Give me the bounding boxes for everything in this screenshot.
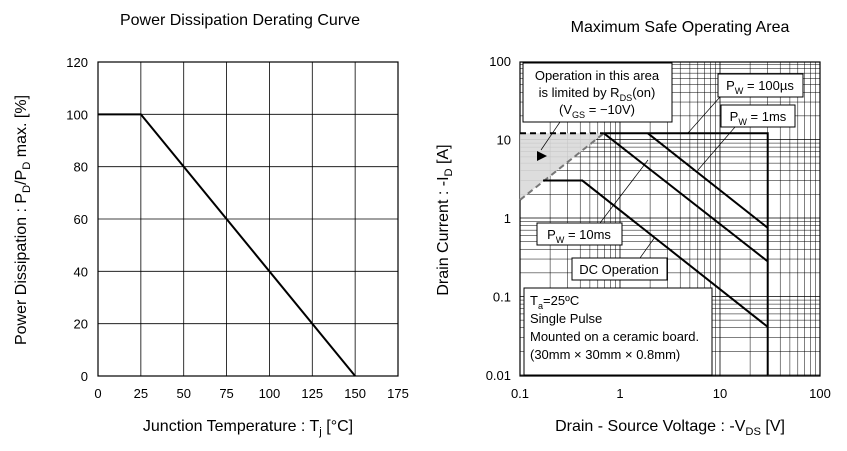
annotation-dc-box <box>571 257 668 281</box>
annotation-pw10ms: PW = 10ms <box>547 227 611 245</box>
annotation-pw1ms: PW = 1ms <box>730 109 787 127</box>
x-tick-label: 0.1 <box>511 386 529 401</box>
x-tick-label: 10 <box>713 386 727 401</box>
y-tick-label: 0.1 <box>493 290 511 305</box>
y-tick-label: 100 <box>489 54 511 69</box>
y-tick-label: 0 <box>81 369 88 384</box>
annotation-conditions-line: (30mm × 30mm × 0.8mm) <box>530 347 680 362</box>
x-tick-label: 1 <box>616 386 623 401</box>
x-tick-label: 175 <box>387 386 409 401</box>
soa-curve-0 <box>519 132 605 201</box>
annotation-conditions-line: Mounted on a ceramic board. <box>530 329 699 344</box>
chart-title-left: Power Dissipation Derating Curve <box>120 12 360 29</box>
annotation-conditions-line: Ta=25ºC <box>530 293 579 311</box>
x-tick-label: 0 <box>94 386 101 401</box>
y-tick-label: 1 <box>504 211 511 226</box>
plot-frame-left <box>97 61 399 377</box>
annotation-pw100us: PW = 100µs <box>726 78 794 96</box>
chart-title-right: Maximum Safe Operating Area <box>571 19 790 36</box>
arrow-icon <box>537 151 547 161</box>
annotation-pw10ms-box <box>536 222 623 246</box>
soa-curve-3 <box>647 132 769 229</box>
x-tick-label: 125 <box>301 386 323 401</box>
x-tick-label: 50 <box>176 386 190 401</box>
y-axis-label-left: Power Dissipation : PD/PD max. [%] <box>13 95 33 345</box>
leader-line <box>540 121 561 151</box>
leader-line <box>697 126 736 171</box>
plot-frame-right <box>519 61 821 377</box>
y-tick-label: 100 <box>66 107 88 122</box>
x-tick-label: 100 <box>259 386 281 401</box>
y-axis-label-right: Drain Current : -ID [A] <box>435 144 455 295</box>
annotation-pw100us-box <box>717 73 804 98</box>
leader-line <box>599 159 649 224</box>
y-tick-label: 0.01 <box>486 368 511 383</box>
annotation-rds-line: is limited by RDS(on) <box>539 85 656 103</box>
y-tick-label: 10 <box>497 133 511 148</box>
x-axis-label-left: Junction Temperature : Tj [°C] <box>143 418 353 438</box>
x-tick-label: 100 <box>809 386 831 401</box>
annotation-conditions-line: Single Pulse <box>530 311 602 326</box>
annotation-rds-box <box>522 62 673 123</box>
soa-curve-2 <box>603 132 769 375</box>
x-tick-label: 75 <box>219 386 233 401</box>
soa-curve-4 <box>603 132 769 263</box>
annotation-rds-line: Operation in this area <box>535 68 660 83</box>
x-axis-label-right: Drain - Source Voltage : -VDS [V] <box>555 418 785 438</box>
annotation-rds-line: (VGS = −10V) <box>559 102 635 120</box>
derating-curve <box>98 113 356 377</box>
y-tick-label: 40 <box>74 264 88 279</box>
x-tick-label: 150 <box>344 386 366 401</box>
x-tick-label: 25 <box>134 386 148 401</box>
y-tick-label: 20 <box>74 317 88 332</box>
annotation-pw1ms-box <box>720 104 796 128</box>
y-tick-label: 80 <box>74 160 88 175</box>
annotation-conditions-box <box>523 287 713 376</box>
annotation-dc: DC Operation <box>579 262 658 277</box>
y-tick-label: 60 <box>74 212 88 227</box>
leader-line <box>687 96 721 134</box>
leader-line <box>639 236 656 259</box>
y-tick-label: 120 <box>66 55 88 70</box>
soa-curve-5 <box>543 179 769 328</box>
